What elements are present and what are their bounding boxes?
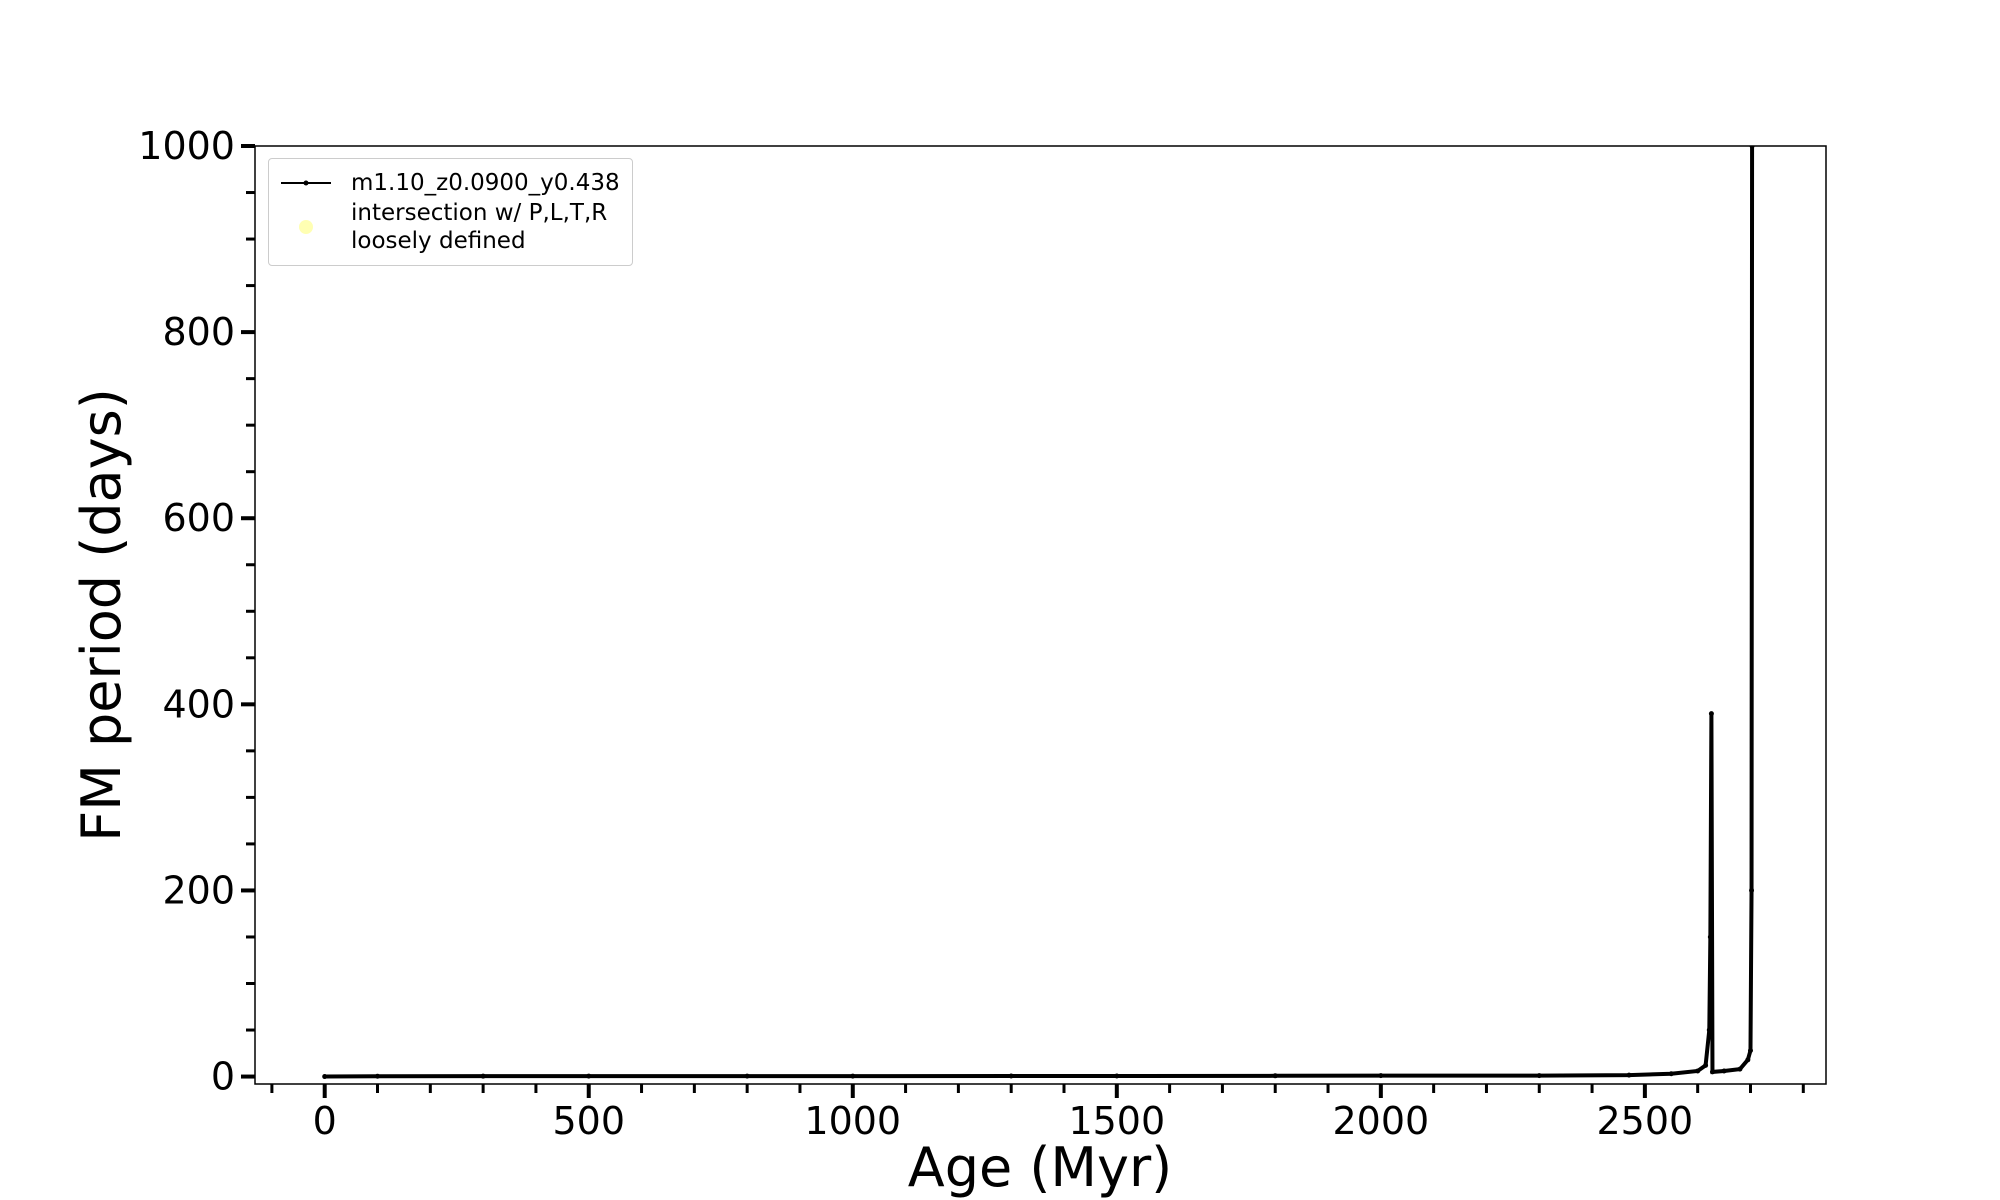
- point: [850, 1073, 856, 1079]
- point: [1749, 887, 1755, 893]
- point: [1747, 1048, 1753, 1053]
- legend-key: [277, 169, 335, 197]
- point: [1626, 1072, 1632, 1078]
- point: [1008, 1073, 1014, 1079]
- y-axis-label: FM period (days): [70, 388, 133, 842]
- x-tick-label: 2000: [1332, 1099, 1429, 1143]
- x-tick-label: 1500: [1068, 1099, 1165, 1143]
- point: [744, 1073, 750, 1079]
- point: [1745, 1057, 1751, 1063]
- point: [1737, 1066, 1743, 1072]
- point: [1709, 1069, 1715, 1075]
- point: [586, 1073, 592, 1079]
- y-tick-label: 200: [162, 868, 235, 912]
- point: [1706, 1027, 1712, 1033]
- y-tick-label: 600: [162, 496, 235, 540]
- point: [1536, 1073, 1542, 1079]
- legend-entry: intersection w/ P,L,T,R loosely defined: [277, 199, 620, 255]
- legend-label: intersection w/ P,L,T,R loosely defined: [351, 200, 608, 254]
- point: [480, 1073, 486, 1079]
- point: [1668, 1071, 1674, 1077]
- point: [375, 1073, 381, 1079]
- x-tick-label: 1000: [804, 1099, 901, 1143]
- series-line: [324, 146, 1755, 1079]
- legend-entry: m1.10_z0.0900_y0.438: [277, 169, 620, 197]
- point: [1721, 1068, 1727, 1074]
- point: [1708, 711, 1714, 717]
- point: [1703, 1062, 1709, 1068]
- point: [1749, 146, 1755, 149]
- y-tick-label: 800: [162, 310, 235, 354]
- legend-key: [277, 213, 335, 241]
- legend: m1.10_z0.0900_y0.438 intersection w/ P,L,…: [268, 158, 633, 266]
- plot-frame: [254, 145, 1827, 1085]
- point: [1378, 1073, 1384, 1079]
- y-tick-label: 1000: [138, 124, 235, 168]
- point: [1707, 934, 1713, 940]
- x-tick-label: 500: [552, 1099, 625, 1143]
- plot-area: [322, 146, 1755, 1080]
- x-tick-label: 2500: [1597, 1099, 1694, 1143]
- legend-label: m1.10_z0.0900_y0.438: [351, 170, 620, 196]
- point: [1272, 1073, 1278, 1079]
- point: [1695, 1068, 1701, 1074]
- x-tick-label: 0: [313, 1099, 337, 1143]
- point: [322, 1074, 328, 1080]
- y-tick-label: 0: [211, 1055, 235, 1099]
- y-tick-label: 400: [162, 682, 235, 726]
- x-axis-label: Age (Myr): [908, 1136, 1173, 1199]
- point: [1114, 1073, 1120, 1079]
